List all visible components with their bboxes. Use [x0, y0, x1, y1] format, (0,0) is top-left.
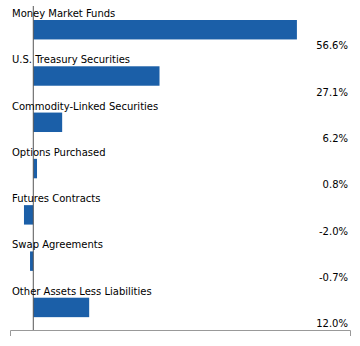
value-label: 27.1% — [316, 87, 348, 98]
x-axis-line — [11, 331, 351, 337]
value-label: 0.8% — [323, 179, 348, 190]
value-label: 56.6% — [316, 40, 348, 51]
chart: Money Market Funds U.S. Treasury Securiti… — [0, 0, 360, 346]
category-label: Swap Agreements — [12, 239, 103, 250]
value-label: 12.0% — [316, 318, 348, 329]
category-label: U.S. Treasury Securities — [12, 54, 130, 65]
category-label: Futures Contracts — [12, 193, 100, 204]
category-label: Money Market Funds — [12, 8, 115, 19]
bar — [24, 205, 33, 224]
category-label: Commodity-Linked Securities — [12, 101, 158, 112]
bar — [33, 20, 297, 39]
bar — [33, 66, 159, 85]
category-label: Options Purchased — [12, 147, 106, 158]
bar — [33, 298, 89, 317]
value-label: -0.7% — [319, 272, 348, 283]
bar — [33, 113, 62, 132]
value-label: -2.0% — [319, 226, 348, 237]
labels: Money Market Funds U.S. Treasury Securiti… — [12, 8, 348, 329]
category-label: Other Assets Less Liabilities — [12, 286, 152, 297]
x-axis — [11, 331, 351, 337]
value-label: 6.2% — [323, 133, 348, 144]
bar — [33, 159, 37, 178]
